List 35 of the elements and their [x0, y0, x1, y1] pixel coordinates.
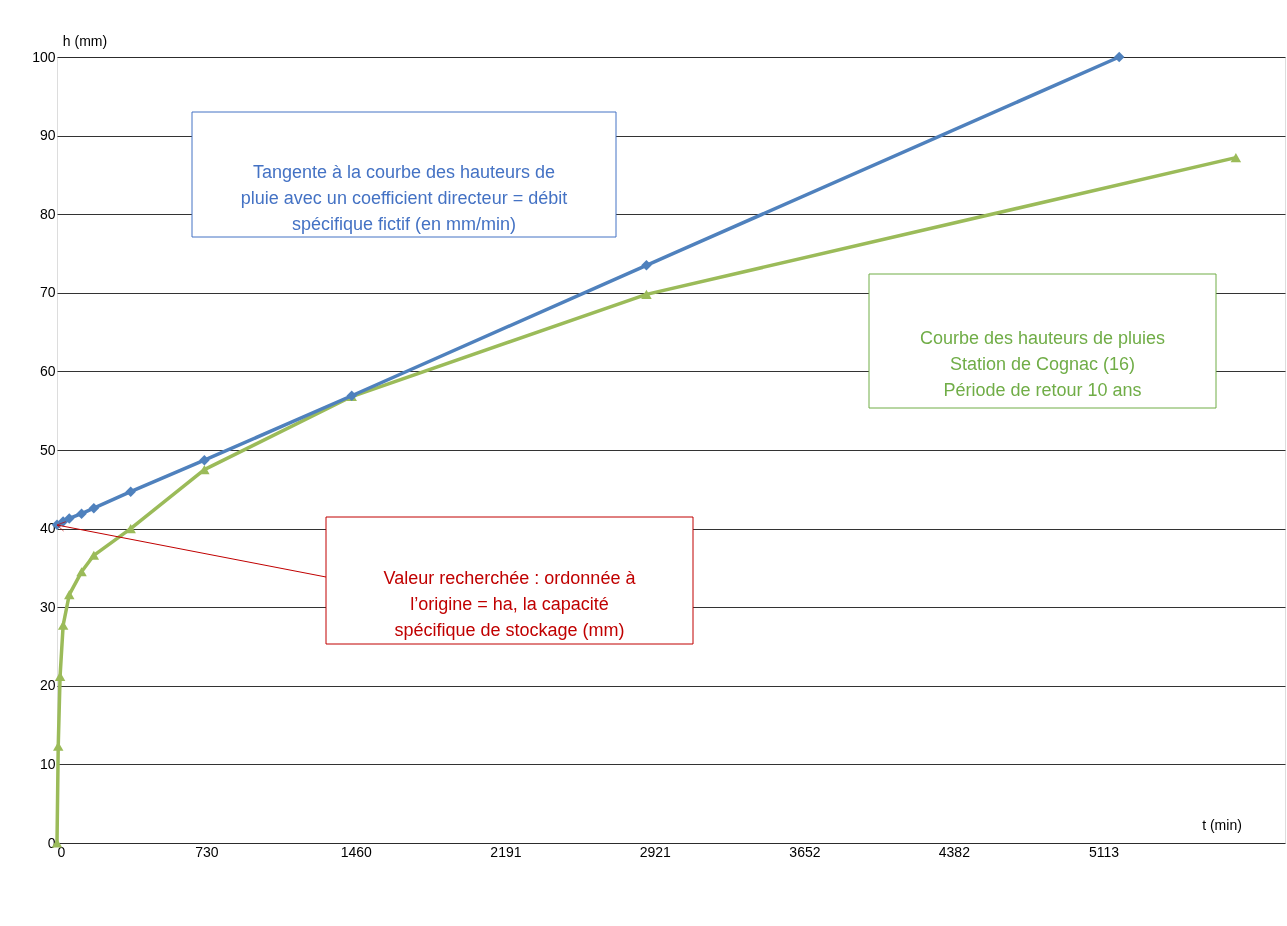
x-axis-title: t (min): [1202, 817, 1242, 833]
point: [1230, 153, 1242, 163]
y-tick-label: 60: [39, 362, 56, 379]
x-tick-label: 1460: [340, 843, 373, 860]
point: [88, 502, 100, 514]
point: [125, 524, 136, 534]
point: [88, 550, 100, 560]
x-tick-label: 3652: [789, 843, 821, 860]
point: [57, 620, 69, 630]
annotation: Valeur recherchée : ordonnée à l’origine = ha, la capacité spécifique de stockage (mm): [383, 567, 637, 640]
y-axis-title: h (mm): [62, 33, 108, 49]
x-tick-label: 2921: [639, 843, 672, 860]
annotation: Tangente à la courbe des hauteurs de pluie avec un coefficient directeur = débit spécifique fictif (en mm/min): [240, 161, 568, 234]
x-tick-label: 4382: [938, 843, 971, 860]
y-tick-label: 80: [39, 205, 56, 222]
y-tick-label: 50: [39, 441, 56, 458]
point: [1113, 51, 1125, 63]
point: [64, 590, 75, 600]
point: [125, 486, 136, 497]
point: [641, 289, 652, 299]
x-tick-label: 730: [195, 843, 219, 860]
x-tick-label: 2191: [490, 843, 522, 860]
y-tick-label: 90: [39, 127, 56, 144]
point: [199, 454, 210, 466]
y-tick-label: 30: [39, 598, 56, 615]
y-tick-label: 10: [39, 755, 56, 772]
annotation: Courbe des hauteurs de pluies Station de Cognac (16) Période de retour 10 ans: [919, 328, 1166, 400]
point: [76, 567, 87, 577]
point: [64, 513, 75, 524]
y-tick-label: 20: [39, 677, 56, 694]
y-tick-label: 70: [39, 284, 56, 301]
y-tick-label: 100: [32, 48, 56, 65]
point: [641, 260, 652, 271]
point: [76, 508, 87, 519]
x-tick-label: 5113: [1088, 843, 1120, 860]
